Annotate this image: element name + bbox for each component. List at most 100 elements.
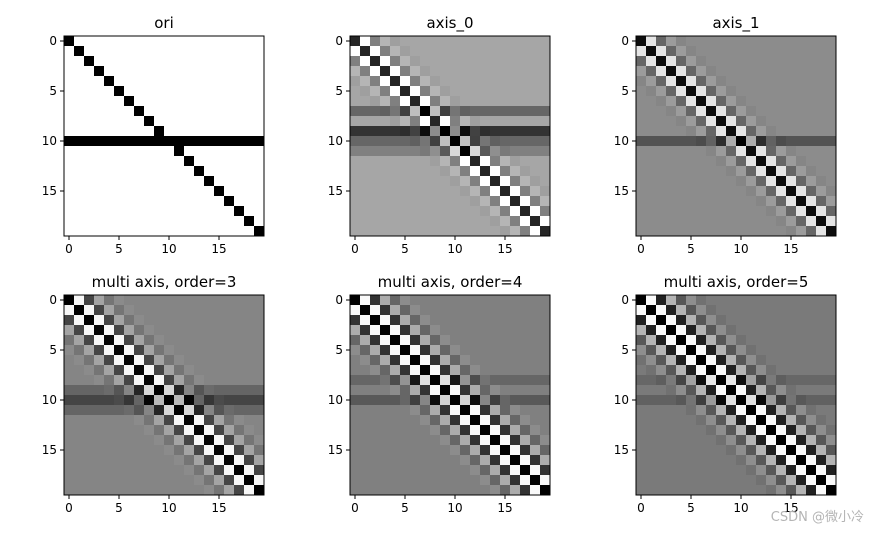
heatmap-cell	[706, 46, 717, 57]
heatmap-cell	[796, 345, 807, 356]
heatmap-cell	[736, 96, 747, 107]
heatmap-cell	[134, 146, 145, 157]
heatmap-cell	[826, 435, 837, 446]
heatmap-cell	[350, 146, 361, 157]
heatmap-cell	[144, 325, 155, 336]
heatmap-cell	[696, 335, 707, 346]
heatmap-cell	[360, 206, 371, 217]
heatmap-cell	[490, 465, 501, 476]
heatmap-cells	[64, 295, 265, 496]
heatmap-cell	[64, 206, 75, 217]
heatmap-cell	[234, 315, 245, 326]
heatmap-cell	[666, 166, 677, 177]
heatmap-cell	[214, 375, 225, 386]
heatmap-cell	[500, 485, 511, 496]
heatmap-cell	[370, 186, 381, 197]
heatmap-cell	[174, 36, 185, 47]
heatmap-cell	[390, 325, 401, 336]
heatmap-cell	[410, 136, 421, 147]
heatmap-cell	[204, 226, 215, 237]
heatmap-cell	[64, 375, 75, 386]
heatmap-cell	[64, 186, 75, 197]
heatmap-cell	[64, 455, 75, 466]
heatmap-cell	[686, 76, 697, 87]
heatmap-cell	[174, 126, 185, 137]
panel-title: multi axis, order=3	[92, 273, 237, 291]
heatmap-cell	[826, 66, 837, 77]
heatmap-cell	[826, 206, 837, 217]
heatmap-cell	[716, 216, 727, 227]
heatmap-cell	[74, 106, 85, 117]
heatmap-cell	[766, 375, 777, 386]
heatmap-cell	[796, 435, 807, 446]
heatmap-cell	[430, 206, 441, 217]
heatmap-cell	[124, 305, 135, 316]
heatmap-cell	[500, 295, 511, 306]
heatmap-cell	[676, 335, 687, 346]
heatmap-cell	[370, 96, 381, 107]
heatmap-cell	[666, 36, 677, 47]
heatmap-cell	[816, 76, 827, 87]
heatmap-cell	[480, 196, 491, 207]
heatmap-cell	[244, 395, 255, 406]
heatmap-cell	[164, 395, 175, 406]
heatmap-cell	[696, 46, 707, 57]
y-tick-label: 10	[42, 134, 57, 148]
heatmap-cell	[430, 176, 441, 187]
heatmap-cell	[174, 76, 185, 87]
heatmap-cell	[676, 206, 687, 217]
heatmap-cell	[666, 226, 677, 237]
heatmap-cell	[756, 106, 767, 117]
heatmap-cell	[480, 206, 491, 217]
heatmap-cell	[666, 475, 677, 486]
heatmap-cell	[530, 66, 541, 77]
heatmap-cell	[204, 295, 215, 306]
heatmap-cell	[214, 166, 225, 177]
heatmap-cell	[244, 176, 255, 187]
heatmap-cell	[656, 76, 667, 87]
heatmap-cell	[796, 375, 807, 386]
heatmap-cell	[224, 56, 235, 67]
heatmap-cell	[204, 435, 215, 446]
heatmap-cell	[390, 76, 401, 87]
heatmap-cell	[826, 455, 837, 466]
heatmap-cell	[184, 226, 195, 237]
heatmap-cell	[706, 315, 717, 326]
heatmap-cell	[74, 196, 85, 207]
heatmap-cell	[646, 46, 657, 57]
heatmap-cell	[786, 345, 797, 356]
heatmap-cell	[646, 106, 657, 117]
heatmap-cell	[154, 206, 165, 217]
heatmap-cell	[470, 166, 481, 177]
heatmap-cell	[520, 485, 531, 496]
heatmap-cell	[470, 226, 481, 237]
heatmap-cell	[380, 455, 391, 466]
heatmap-cell	[440, 415, 451, 426]
heatmap-cell	[450, 56, 461, 67]
heatmap-cell	[94, 36, 105, 47]
heatmap-cell	[656, 186, 667, 197]
heatmap-cell	[350, 475, 361, 486]
heatmap-cell	[400, 116, 411, 127]
axes-frame	[63, 35, 265, 237]
heatmap-cell	[716, 475, 727, 486]
heatmap-cell	[104, 136, 115, 147]
heatmap-cell	[380, 405, 391, 416]
heatmap-cell	[686, 46, 697, 57]
heatmap-cell	[656, 315, 667, 326]
heatmap-cell	[540, 126, 551, 137]
heatmap-cell	[636, 86, 647, 97]
heatmap-cell	[254, 335, 265, 346]
heatmap-cell	[510, 455, 521, 466]
heatmap-cell	[500, 465, 511, 476]
heatmap-cell	[204, 126, 215, 137]
heatmap-cell	[796, 96, 807, 107]
heatmap-cell	[104, 206, 115, 217]
heatmap-cell	[706, 355, 717, 366]
heatmap-cell	[696, 345, 707, 356]
heatmap-cell	[756, 295, 767, 306]
heatmap-cell	[806, 315, 817, 326]
heatmap-cell	[174, 385, 185, 396]
heatmap-cell	[786, 415, 797, 426]
